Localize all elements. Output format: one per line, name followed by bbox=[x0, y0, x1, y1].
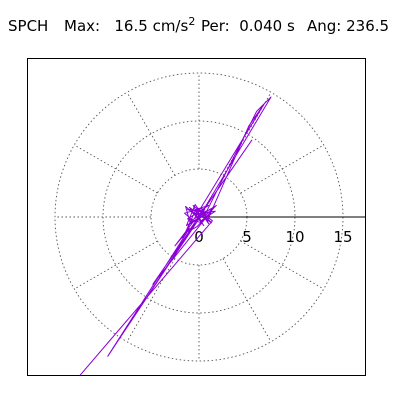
max-unit: cm/s bbox=[152, 17, 189, 35]
grid-spoke-30 bbox=[240, 144, 324, 194]
axis-tick-label-15: 15 bbox=[333, 228, 352, 246]
particle-motion-trace bbox=[79, 96, 272, 375]
max-amplitude-readout: Max: 16.5 cm/s2 bbox=[64, 15, 196, 37]
grid-spoke-210 bbox=[74, 240, 158, 290]
period-readout: Per: 0.040 s bbox=[201, 17, 295, 35]
max-value: 16.5 bbox=[114, 17, 148, 35]
grid-spoke-120 bbox=[126, 92, 176, 176]
grid-spoke-240 bbox=[126, 258, 176, 342]
plot-header: SPCH Max: 16.5 cm/s2 Per: 0.040 s Ang: 2… bbox=[0, 0, 400, 40]
polar-plot: 0 5 10 15 bbox=[54, 72, 365, 375]
ang-value: 236.5 bbox=[346, 17, 390, 35]
per-value: 0.040 s bbox=[239, 17, 295, 35]
grid-spoke-300 bbox=[222, 258, 272, 342]
ang-label: Ang: bbox=[307, 17, 342, 35]
angle-readout: Ang: 236.5 bbox=[307, 17, 389, 35]
station-code: SPCH bbox=[8, 17, 49, 35]
grid-spoke-150 bbox=[74, 144, 158, 194]
polar-plot-frame: 0 5 10 15 bbox=[27, 58, 366, 376]
axis-tick-label-5: 5 bbox=[242, 228, 252, 246]
max-unit-power: 2 bbox=[188, 15, 196, 28]
axis-tick-label-10: 10 bbox=[285, 228, 304, 246]
max-label: Max: bbox=[64, 17, 101, 35]
per-label: Per: bbox=[201, 17, 230, 35]
grid-spoke-330 bbox=[240, 240, 324, 290]
